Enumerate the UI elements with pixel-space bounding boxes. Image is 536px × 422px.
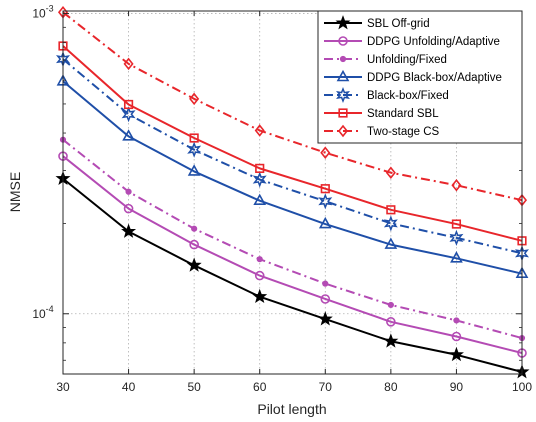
series-line (62, 138, 523, 340)
series-6 (57, 6, 528, 207)
data-point (320, 294, 331, 304)
series-3 (56, 74, 529, 278)
x-tick-label: 80 (384, 380, 398, 394)
data-point (254, 270, 265, 281)
legend-entry: Black-box/Fixed (324, 86, 449, 104)
legend-marker (338, 108, 348, 118)
data-point (451, 219, 462, 229)
y-axis-label: NMSE (7, 172, 23, 212)
data-point (187, 141, 202, 158)
legend-label: DDPG Unfolding/Adaptive (367, 36, 500, 48)
legend-label: DDPG Black-box/Adaptive (367, 72, 502, 84)
data-point (320, 146, 331, 159)
data-point (252, 288, 268, 304)
x-tick-label: 100 (512, 380, 532, 394)
data-point (318, 193, 333, 210)
legend-marker (337, 124, 349, 138)
legend-label: Unfolding/Fixed (367, 54, 447, 66)
x-tick-label: 50 (187, 380, 201, 394)
legend-entry: Two-stage CS (324, 124, 440, 138)
x-axis-label: Pilot length (257, 401, 326, 417)
data-point (121, 106, 136, 123)
x-tick-label: 60 (253, 380, 267, 394)
data-point (451, 331, 462, 342)
data-point (189, 133, 199, 143)
data-point (387, 301, 394, 309)
series-0 (55, 170, 530, 379)
data-point (386, 317, 396, 327)
data-point (453, 317, 460, 324)
data-point (451, 178, 462, 192)
data-point (253, 193, 267, 206)
data-point (385, 166, 396, 180)
data-point (191, 225, 198, 232)
legend-marker (336, 86, 350, 104)
data-point (449, 229, 464, 246)
x-tick-label: 30 (56, 380, 70, 394)
data-point (255, 163, 265, 173)
series-line (62, 155, 523, 354)
series-line (62, 58, 523, 255)
y-tick-label: 10-4 (32, 304, 53, 321)
legend-label: Black-box/Fixed (367, 90, 449, 102)
data-point (317, 311, 333, 326)
legend-entry: SBL Off-grid (324, 15, 430, 30)
data-point (322, 280, 329, 287)
data-point (386, 205, 396, 215)
data-point (186, 257, 202, 272)
legend-label: Standard SBL (367, 108, 439, 120)
legend-marker (336, 69, 350, 82)
data-point (448, 346, 464, 362)
legend-entry: Standard SBL (324, 108, 439, 120)
legend-entry: DDPG Black-box/Adaptive (324, 69, 502, 84)
data-point (384, 237, 398, 249)
data-point (383, 215, 398, 232)
series-layer (55, 6, 530, 379)
data-point (189, 92, 200, 106)
data-point (189, 239, 199, 250)
y-tick-label: 10-3 (32, 4, 53, 21)
data-point (256, 256, 263, 263)
data-point (123, 203, 134, 214)
data-point (252, 171, 267, 188)
plot-frame (62, 10, 523, 375)
data-point (187, 164, 201, 176)
series-line (62, 80, 523, 275)
data-point (122, 129, 135, 141)
legend-entry: DDPG Unfolding/Adaptive (324, 36, 500, 48)
legend-entry: Unfolding/Fixed (324, 54, 447, 66)
series-line (62, 177, 523, 373)
data-point (318, 216, 332, 229)
series-line (62, 45, 523, 242)
legend-label: SBL Off-grid (367, 18, 430, 30)
legend: SBL Off-grid DDPG Unfolding/Adaptive Unfol… (317, 10, 523, 144)
data-point (320, 184, 330, 194)
data-point (123, 99, 134, 110)
data-point (450, 251, 463, 263)
legend-marker (338, 36, 348, 46)
series-2 (59, 136, 526, 342)
data-point (383, 333, 399, 348)
x-tick-label: 40 (122, 380, 136, 394)
legend-marker (339, 55, 347, 63)
data-point (123, 57, 134, 71)
legend-marker (335, 15, 351, 30)
data-point (125, 188, 132, 195)
data-point (254, 124, 265, 137)
series-line (62, 11, 523, 202)
x-tick-label: 70 (319, 380, 333, 394)
legend-label: Two-stage CS (367, 126, 440, 138)
x-tick-label: 90 (450, 380, 464, 394)
data-point (121, 223, 137, 238)
